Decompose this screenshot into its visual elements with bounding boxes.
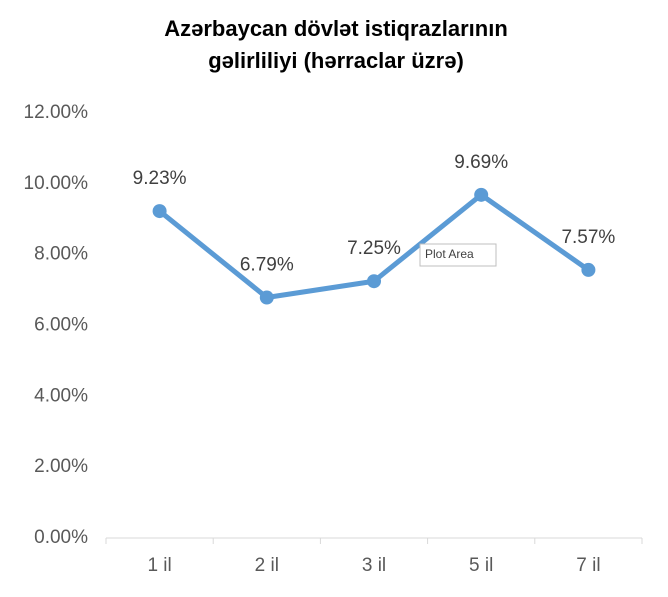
data-label: 9.69%	[454, 152, 508, 173]
tooltip: Plot Area	[425, 247, 474, 261]
point-marker	[259, 290, 274, 305]
data-label: 9.23%	[133, 168, 187, 189]
y-tick-label: 10.00%	[24, 173, 89, 194]
x-tick-label: 2 il	[255, 555, 279, 576]
chart-title: gəlirliliyi (hərraclar üzrə)	[208, 48, 464, 73]
y-tick-label: 4.00%	[34, 385, 88, 406]
point-marker	[581, 262, 596, 277]
point-marker	[367, 274, 381, 289]
x-tick-label: 1 il	[147, 555, 171, 576]
x-tick-label: 5 il	[469, 555, 493, 576]
data-label: 7.25%	[347, 238, 401, 259]
y-tick-label: 2.00%	[34, 456, 88, 477]
data-label: 7.57%	[561, 227, 615, 248]
tooltip-box	[419, 243, 497, 267]
y-tick-label: 6.00%	[34, 315, 88, 336]
y-tick-label: 0.00%	[34, 527, 88, 548]
data-label: 6.79%	[240, 255, 294, 276]
y-tick-label: 8.00%	[34, 244, 88, 265]
x-tick-label: 3 il	[362, 555, 386, 576]
point-marker	[474, 187, 489, 202]
point-marker	[152, 204, 167, 219]
x-tick-label: 7 il	[576, 555, 600, 576]
y-tick-label: 12.00%	[24, 102, 89, 123]
chart-title: Azərbaycan dövlət istiqrazlarının	[164, 16, 508, 41]
